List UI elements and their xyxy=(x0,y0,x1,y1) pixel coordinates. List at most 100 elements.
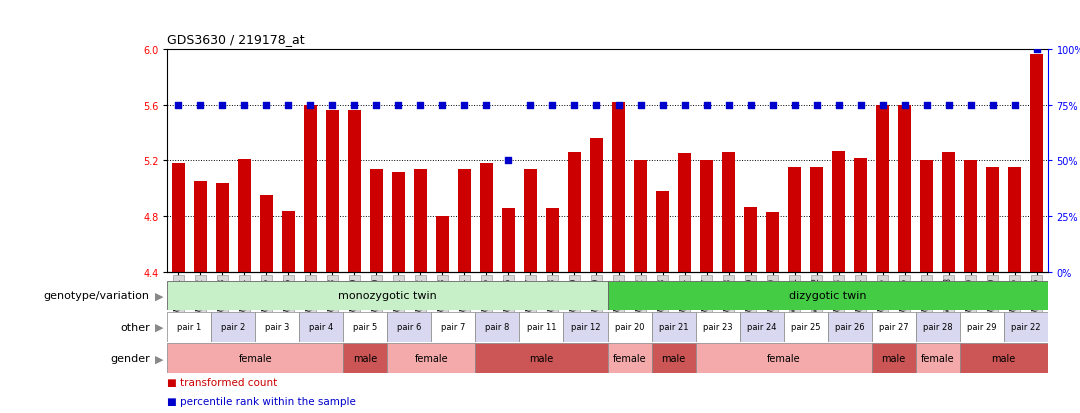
Bar xyxy=(392,172,405,273)
Point xyxy=(477,102,495,109)
Bar xyxy=(810,168,823,273)
Text: ■ percentile rank within the sample: ■ percentile rank within the sample xyxy=(167,396,356,406)
Text: pair 5: pair 5 xyxy=(353,323,378,332)
Point xyxy=(653,102,671,109)
Text: pair 6: pair 6 xyxy=(397,323,421,332)
Point xyxy=(764,102,781,109)
Bar xyxy=(656,192,670,273)
Point xyxy=(170,102,187,109)
Text: male: male xyxy=(661,354,686,363)
Point xyxy=(544,102,562,109)
Text: genotype/variation: genotype/variation xyxy=(44,291,150,301)
Bar xyxy=(590,139,603,273)
Text: pair 3: pair 3 xyxy=(266,323,289,332)
Point xyxy=(500,158,517,164)
Bar xyxy=(651,344,696,373)
Bar xyxy=(167,312,212,342)
Bar xyxy=(238,160,251,273)
Bar xyxy=(167,281,607,311)
Bar xyxy=(612,102,625,273)
Text: ▶: ▶ xyxy=(154,354,163,363)
Bar xyxy=(766,213,779,273)
Text: female: female xyxy=(415,354,448,363)
Bar xyxy=(1030,55,1043,273)
Point xyxy=(235,102,253,109)
Point xyxy=(346,102,363,109)
Point xyxy=(808,102,825,109)
Text: pair 7: pair 7 xyxy=(442,323,465,332)
Bar xyxy=(502,209,515,273)
Point xyxy=(301,102,319,109)
Text: pair 11: pair 11 xyxy=(527,323,556,332)
Point xyxy=(984,102,1001,109)
Bar xyxy=(916,312,960,342)
Bar xyxy=(343,312,388,342)
Point xyxy=(852,102,869,109)
Text: ▶: ▶ xyxy=(154,291,163,301)
Bar xyxy=(696,344,872,373)
Bar xyxy=(1003,312,1048,342)
Bar xyxy=(872,344,916,373)
Point xyxy=(1005,102,1023,109)
Point xyxy=(829,102,847,109)
Text: pair 23: pair 23 xyxy=(703,323,732,332)
Bar xyxy=(303,105,318,273)
Point xyxy=(324,102,341,109)
Bar xyxy=(343,344,388,373)
Text: other: other xyxy=(120,322,150,332)
Bar xyxy=(942,153,955,273)
Bar xyxy=(348,111,361,273)
Point xyxy=(258,102,275,109)
Text: pair 22: pair 22 xyxy=(1011,323,1040,332)
Bar xyxy=(475,312,519,342)
Text: pair 12: pair 12 xyxy=(570,323,600,332)
Text: pair 1: pair 1 xyxy=(177,323,202,332)
Bar xyxy=(256,312,299,342)
Point xyxy=(918,102,935,109)
Text: pair 21: pair 21 xyxy=(659,323,688,332)
Bar xyxy=(744,207,757,273)
Text: pair 26: pair 26 xyxy=(835,323,864,332)
Bar xyxy=(986,168,999,273)
Bar xyxy=(607,281,1048,311)
Text: female: female xyxy=(767,354,800,363)
Bar xyxy=(519,312,564,342)
Point xyxy=(456,102,473,109)
Text: monozygotic twin: monozygotic twin xyxy=(338,291,436,301)
Point xyxy=(676,102,693,109)
Text: pair 28: pair 28 xyxy=(922,323,953,332)
Text: ▶: ▶ xyxy=(154,322,163,332)
Bar xyxy=(916,344,960,373)
Bar xyxy=(480,164,494,273)
Bar xyxy=(524,169,537,273)
Bar xyxy=(167,344,343,373)
Bar xyxy=(607,344,651,373)
Bar xyxy=(475,344,607,373)
Text: gender: gender xyxy=(110,354,150,363)
Bar xyxy=(832,151,846,273)
Text: male: male xyxy=(991,354,1015,363)
Point xyxy=(588,102,605,109)
Bar xyxy=(545,209,559,273)
Point xyxy=(940,102,957,109)
Bar xyxy=(696,312,740,342)
Text: pair 24: pair 24 xyxy=(746,323,777,332)
Point xyxy=(434,102,451,109)
Bar xyxy=(897,105,912,273)
Bar xyxy=(876,105,889,273)
Point xyxy=(786,102,804,109)
Text: dizygotic twin: dizygotic twin xyxy=(788,291,866,301)
Bar xyxy=(282,211,295,273)
Point xyxy=(962,102,980,109)
Text: female: female xyxy=(921,354,955,363)
Text: male: male xyxy=(353,354,378,363)
Text: pair 25: pair 25 xyxy=(791,323,821,332)
Bar xyxy=(651,312,696,342)
Bar xyxy=(299,312,343,342)
Bar xyxy=(172,164,185,273)
Bar xyxy=(960,344,1048,373)
Point xyxy=(390,102,407,109)
Bar xyxy=(388,344,475,373)
Bar xyxy=(436,217,449,273)
Bar xyxy=(788,168,801,273)
